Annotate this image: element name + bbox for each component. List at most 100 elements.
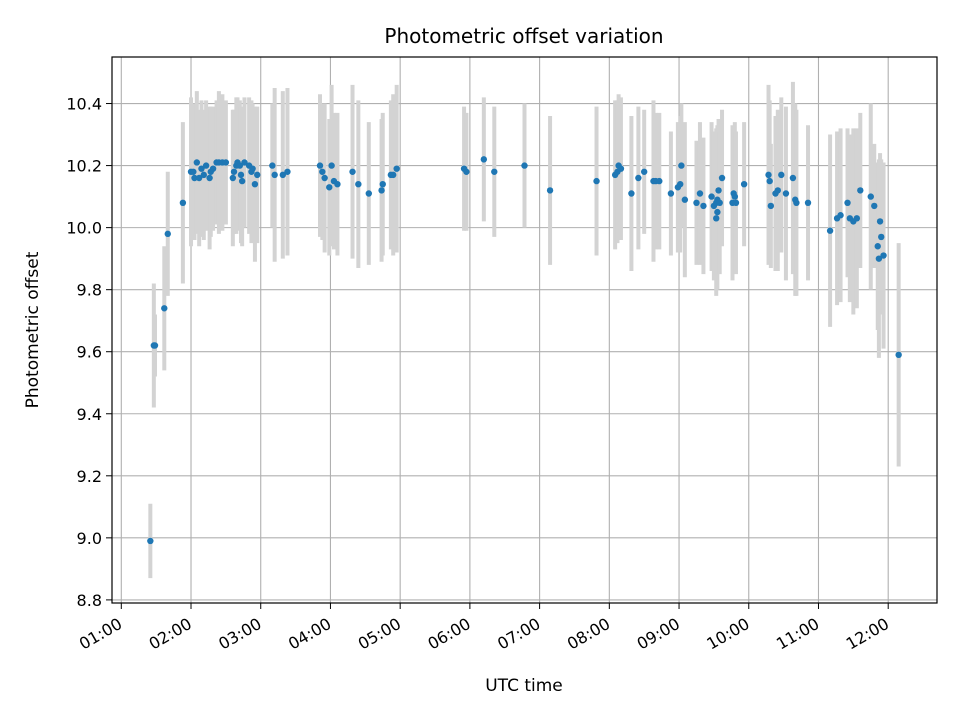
data-point — [713, 215, 720, 222]
data-point — [867, 193, 874, 200]
data-point — [321, 174, 328, 182]
data-point — [789, 174, 797, 182]
data-point — [151, 342, 159, 349]
data-point — [328, 162, 335, 169]
data-point — [179, 199, 187, 207]
chart-title: Photometric offset variation — [384, 24, 663, 48]
data-point — [656, 177, 663, 185]
data-point — [521, 162, 528, 169]
data-point — [161, 305, 168, 312]
data-point — [793, 199, 800, 207]
data-point — [284, 168, 291, 175]
data-point — [715, 187, 722, 194]
data-point — [236, 162, 244, 169]
grid — [112, 57, 937, 603]
data-point — [878, 233, 885, 241]
data-point — [731, 193, 739, 200]
data-point — [279, 171, 287, 179]
data-point — [251, 180, 259, 188]
data-point — [693, 199, 700, 207]
data-point — [700, 202, 707, 210]
data-point — [635, 174, 642, 182]
data-point — [238, 177, 246, 185]
data-point — [880, 252, 887, 259]
data-point — [491, 168, 498, 175]
data-point — [164, 230, 171, 238]
data-point — [778, 171, 785, 179]
data-point — [767, 202, 775, 210]
y-tick-label: 9.6 — [77, 343, 102, 362]
x-axis-label: UTC time — [485, 676, 563, 696]
data-point — [237, 171, 245, 179]
data-point — [316, 162, 324, 169]
y-axis-label: Photometric offset — [23, 251, 43, 408]
y-tick-label: 8.8 — [77, 591, 102, 610]
data-point — [271, 171, 278, 179]
data-points — [147, 156, 902, 545]
data-point — [209, 165, 217, 172]
data-point — [714, 208, 721, 216]
data-point — [269, 162, 276, 169]
data-point — [191, 174, 198, 182]
data-point — [667, 190, 675, 197]
data-point — [230, 168, 238, 175]
y-tick-label: 10.2 — [66, 157, 102, 176]
data-point — [875, 255, 883, 262]
data-point — [349, 168, 356, 175]
y-tick-label: 9.0 — [77, 529, 102, 548]
data-point — [195, 174, 203, 182]
data-point — [393, 165, 400, 172]
data-point — [593, 177, 600, 185]
data-point — [249, 165, 256, 172]
data-point — [389, 171, 397, 179]
data-point — [190, 168, 197, 175]
y-tick-label: 10.4 — [66, 95, 102, 114]
data-point — [853, 215, 861, 222]
data-point — [206, 174, 213, 182]
data-point — [871, 202, 878, 210]
data-point — [229, 174, 237, 182]
data-point — [804, 199, 812, 207]
data-point — [766, 177, 773, 185]
data-point — [732, 199, 740, 207]
data-point — [740, 180, 748, 188]
data-point — [678, 162, 685, 169]
data-point — [696, 190, 704, 197]
data-point — [640, 168, 648, 175]
data-point — [193, 159, 201, 166]
data-point — [326, 184, 333, 191]
data-point — [617, 165, 625, 172]
data-point — [857, 187, 864, 194]
y-axis-ticks: 8.8 9.0 9.2 9.4 9.6 9.8 10.0 10.2 10.4 — [66, 95, 112, 610]
data-point — [334, 180, 341, 188]
plot-frame — [111, 56, 938, 604]
data-point — [716, 199, 723, 207]
y-tick-label: 9.2 — [77, 467, 102, 486]
data-point — [876, 218, 884, 225]
data-point — [200, 171, 207, 179]
data-point — [874, 243, 881, 250]
data-point — [844, 199, 851, 207]
y-tick-label: 9.4 — [77, 405, 102, 424]
data-point — [198, 165, 205, 172]
data-point — [765, 171, 772, 179]
data-point — [826, 227, 834, 234]
data-point — [837, 212, 844, 219]
data-point — [628, 190, 635, 197]
data-point — [718, 174, 726, 182]
data-point — [365, 190, 372, 197]
data-point — [147, 537, 154, 545]
data-point — [708, 193, 715, 200]
y-tick-label: 10.0 — [66, 219, 102, 238]
y-tick-label: 9.8 — [77, 281, 102, 300]
data-point — [463, 168, 470, 175]
data-point — [378, 187, 385, 194]
data-point — [222, 159, 230, 166]
data-point — [782, 190, 790, 197]
data-point — [379, 180, 386, 188]
data-point — [681, 196, 689, 203]
data-point — [241, 159, 248, 166]
data-point — [254, 171, 261, 179]
